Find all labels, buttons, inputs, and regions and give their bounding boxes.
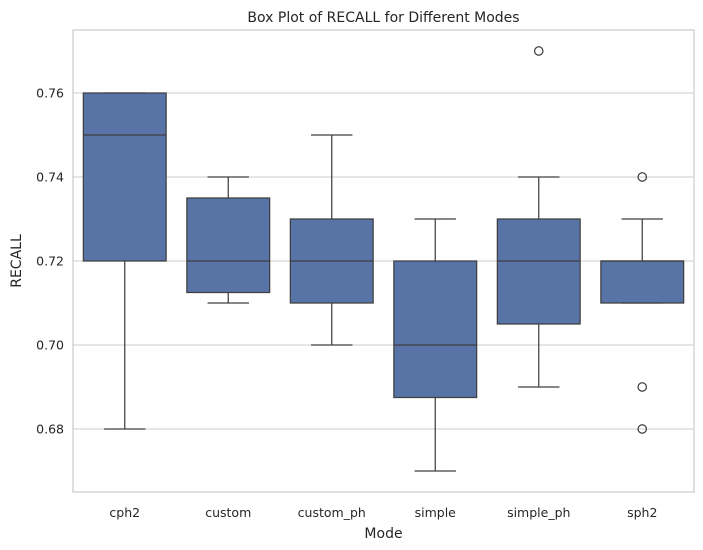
outlier-point [637,424,648,434]
outlier-point [637,172,648,182]
outlier-point [637,382,648,392]
x-tick-label: custom [205,505,251,520]
x-axis-label: Mode [364,526,402,542]
y-axis-label: RECALL [9,234,25,288]
box-simple_ph [496,46,581,388]
outlier-point [533,46,544,56]
y-tick-label: 0.70 [36,338,64,353]
y-tick-label: 0.76 [36,86,64,101]
y-tick-label: 0.68 [36,422,64,437]
chart-title: Box Plot of RECALL for Different Modes [247,10,519,26]
box-custom [186,176,271,304]
x-tick-labels: cph2 custom custom_ph simple simple_ph sph2 [109,505,657,520]
box-custom_ph [289,134,374,346]
y-tick-label: 0.72 [36,254,64,269]
iqr-box [186,197,271,294]
iqr-box [600,260,685,304]
box-sph2 [600,172,685,434]
x-tick-label: sph2 [627,505,657,520]
box-cph2 [82,92,167,430]
iqr-box [496,218,581,325]
plot-frame [72,29,695,493]
grid-layer [73,92,694,430]
iqr-box [82,92,167,262]
x-tick-label: cph2 [109,505,140,520]
x-tick-label: simple [415,505,457,520]
box-simple [393,218,478,472]
box-layer [82,46,685,472]
x-tick-label: custom_ph [298,505,366,520]
y-tick-labels: 0.68 0.70 0.72 0.74 0.76 [36,86,64,437]
iqr-box [393,260,478,399]
x-tick-label: simple_ph [507,505,570,520]
y-tick-label: 0.74 [36,170,64,185]
